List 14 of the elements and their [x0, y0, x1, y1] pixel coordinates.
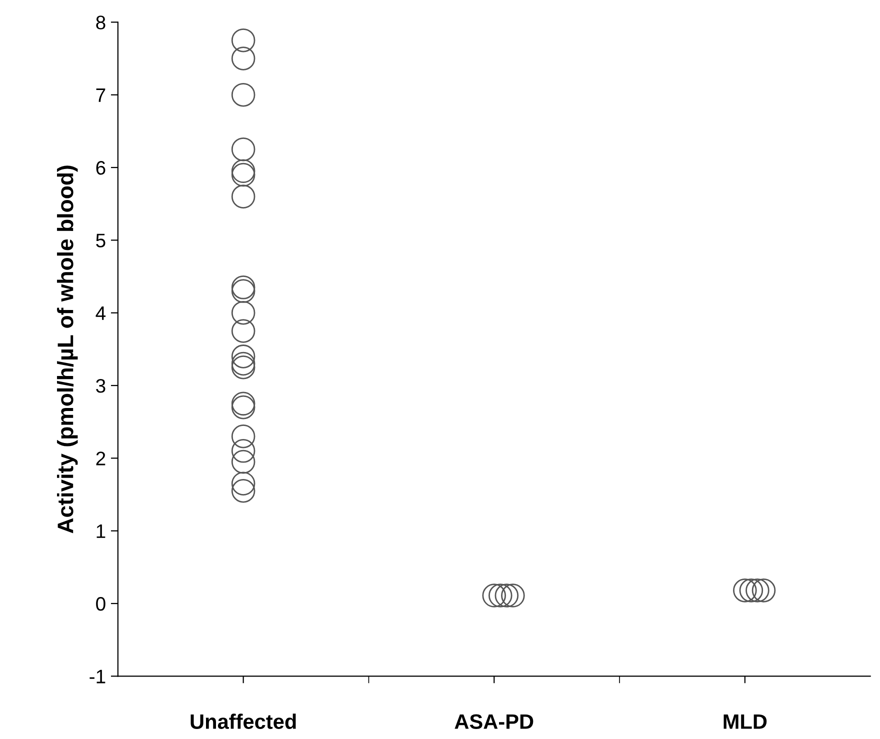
y-tick-label: -1: [90, 670, 106, 684]
y-axis-title: Activity (pmol/h/µL of whole blood): [56, 166, 78, 534]
y-tick-label: 8: [96, 16, 106, 30]
y-tick-label: 3: [96, 378, 106, 393]
x-tick-label: Unaffected: [190, 714, 296, 729]
y-tick-label: 7: [96, 88, 106, 102]
y-tick-label: 5: [96, 234, 106, 248]
y-tick-label: 6: [96, 160, 106, 175]
y-tick-label: 4: [96, 306, 106, 320]
y-tick-label: 1: [96, 524, 106, 538]
x-tick-label: MLD: [724, 714, 767, 729]
x-tick-label: ASA-PD: [454, 714, 534, 729]
y-tick-label: 0: [96, 596, 106, 611]
y-tick-label: 2: [96, 452, 106, 466]
